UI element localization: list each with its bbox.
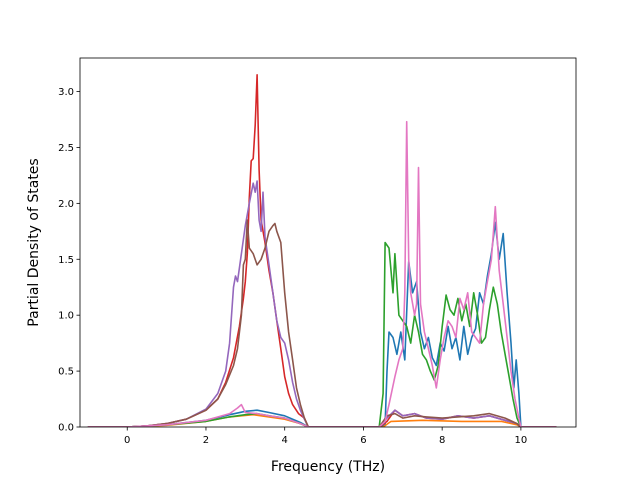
- y-axis: 0.0 0.5 1.0 1.5 2.0 2.5 3.0: [58, 87, 80, 434]
- x-tick-label: 8: [439, 435, 445, 446]
- axes-frame: [79, 57, 577, 428]
- plot-area: [87, 74, 557, 427]
- series-line-7: [87, 120, 557, 427]
- y-axis-label: Partial Density of States: [26, 158, 42, 326]
- y-tick-label: 1.5: [58, 255, 74, 266]
- y-tick-label: 0.0: [58, 423, 74, 434]
- y-tick-label: 2.0: [58, 199, 74, 210]
- x-tick-label: 0: [124, 435, 130, 446]
- series-line-5: [87, 180, 557, 427]
- y-tick-label: 3.0: [58, 87, 74, 98]
- series-line-6: [87, 219, 557, 427]
- x-tick-label: 10: [515, 435, 528, 446]
- y-tick-label: 2.5: [58, 143, 74, 154]
- y-tick-label: 0.5: [58, 367, 74, 378]
- y-tick-label: 1.0: [58, 311, 74, 322]
- x-axis: 0 2 4 6 8 10: [124, 427, 527, 446]
- x-tick-label: 2: [203, 435, 209, 446]
- x-tick-label: 6: [360, 435, 366, 446]
- x-tick-label: 4: [282, 435, 288, 446]
- x-axis-label: Frequency (THz): [271, 459, 385, 475]
